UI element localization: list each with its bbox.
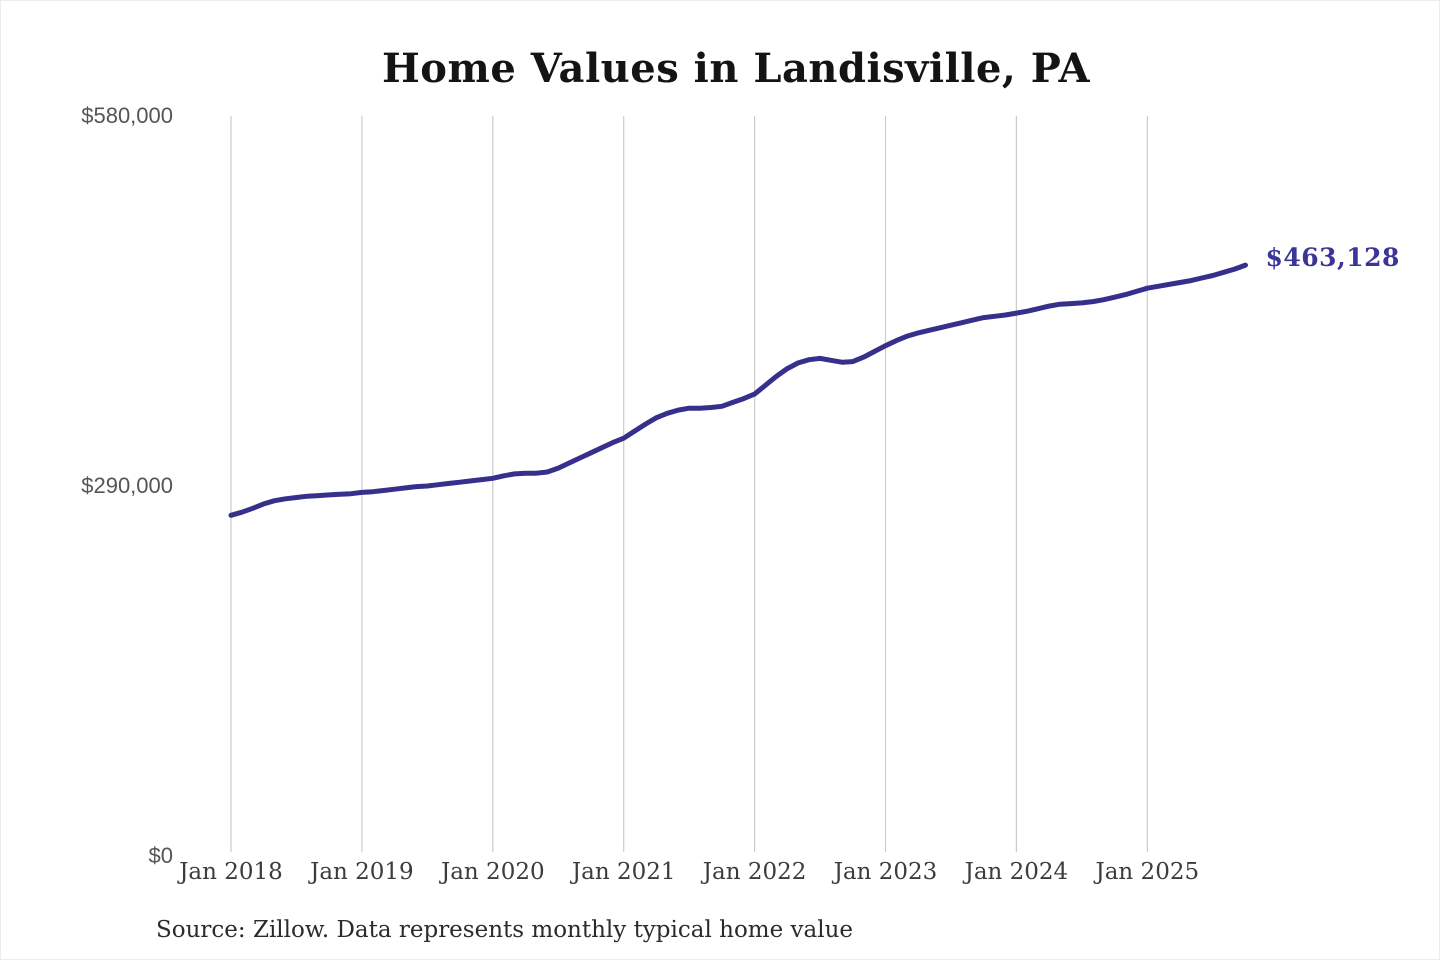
y-axis-tick-label: $290,000 bbox=[81, 473, 173, 498]
x-axis-tick-label: Jan 2021 bbox=[571, 859, 676, 885]
chart-title: Home Values in Landisville, PA bbox=[382, 45, 1090, 92]
y-axis-tick-label: $0 bbox=[148, 843, 173, 868]
x-axis-tick-label: Jan 2023 bbox=[833, 859, 938, 885]
x-axis-tick-label: Jan 2020 bbox=[441, 859, 545, 885]
x-axis-tick-label: Jan 2024 bbox=[964, 859, 1069, 885]
x-axis-tick-label: Jan 2022 bbox=[702, 859, 807, 885]
y-axis-tick-label: $580,000 bbox=[81, 103, 173, 128]
home-value-line bbox=[228, 262, 1248, 518]
x-axis-tick-label: Jan 2019 bbox=[310, 859, 414, 885]
end-value-label: $463,128 bbox=[1265, 243, 1400, 273]
source-note: Source: Zillow. Data represents monthly … bbox=[156, 917, 854, 943]
x-axis-tick-label: Jan 2018 bbox=[179, 859, 283, 885]
x-axis-tick-label: Jan 2025 bbox=[1095, 859, 1200, 885]
